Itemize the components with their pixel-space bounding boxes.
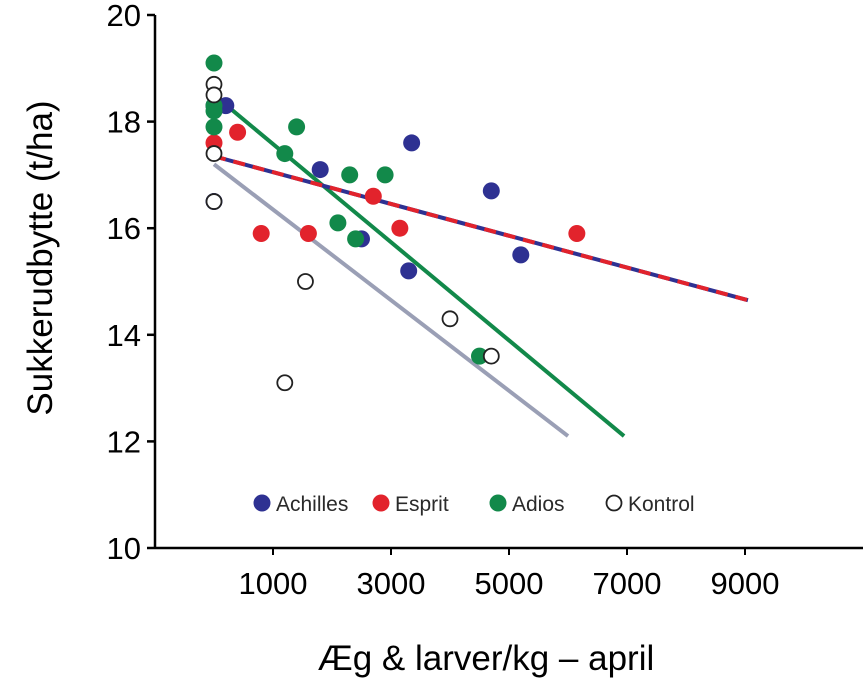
- point-achilles: [311, 161, 329, 179]
- point-kontrol: [441, 310, 459, 328]
- point-adios: [347, 230, 365, 248]
- point-kontrol: [276, 374, 294, 392]
- y-tick-label: 10: [107, 531, 141, 566]
- legend-label-adios: Adios: [512, 493, 565, 516]
- trend-line-kontrol: [212, 162, 570, 438]
- point-adios: [376, 166, 394, 184]
- x-tick-label: 5000: [475, 566, 544, 601]
- point-adios: [205, 54, 223, 72]
- legend-marker-adios: [489, 494, 507, 512]
- point-esprit: [568, 225, 586, 243]
- point-adios: [205, 118, 223, 136]
- y-axis-title: Sukkerudbytte (t/ha): [21, 100, 60, 415]
- x-axis-title: Æg & larver/kg – april: [318, 639, 655, 678]
- point-esprit: [364, 187, 382, 205]
- point-esprit: [391, 219, 409, 237]
- x-tick-label: 1000: [239, 566, 308, 601]
- x-tick-label: 3000: [357, 566, 426, 601]
- point-kontrol: [482, 347, 500, 365]
- point-kontrol: [205, 145, 223, 162]
- trend-line-dashed: [213, 154, 749, 303]
- legend: Achilles Esprit Adios Kontrol: [253, 493, 695, 516]
- legend-label-achilles: Achilles: [276, 493, 348, 516]
- point-achilles: [403, 134, 421, 152]
- point-adios: [205, 102, 223, 120]
- legend-marker-achilles: [253, 494, 271, 512]
- data-points: [205, 54, 586, 392]
- point-achilles: [400, 262, 418, 280]
- x-tick-label: 9000: [711, 566, 780, 601]
- legend-marker-esprit: [372, 494, 390, 512]
- legend-marker-kontrol: [605, 494, 623, 512]
- point-achilles: [512, 246, 530, 264]
- point-adios: [341, 166, 359, 184]
- point-kontrol: [297, 273, 314, 290]
- point-esprit: [299, 225, 317, 243]
- point-kontrol: [205, 193, 223, 210]
- point-achilles: [482, 182, 500, 200]
- point-esprit: [229, 123, 247, 141]
- legend-label-kontrol: Kontrol: [628, 493, 695, 516]
- legend-label-esprit: Esprit: [395, 493, 449, 516]
- point-adios: [288, 118, 306, 136]
- y-tick-label: 12: [107, 424, 141, 459]
- y-tick-label: 20: [107, 0, 141, 33]
- point-adios: [329, 214, 347, 232]
- point-kontrol: [205, 86, 223, 104]
- point-adios: [471, 347, 488, 365]
- point-adios: [276, 145, 294, 163]
- x-tick-label: 7000: [593, 566, 662, 601]
- y-tick-label: 14: [107, 318, 141, 353]
- y-tick-label: 18: [107, 105, 141, 140]
- tick-marks: 10 12 14 16 18 20 1000 3000 5000 7000 9000: [107, 0, 780, 601]
- point-esprit: [252, 225, 270, 243]
- y-tick-label: 16: [107, 211, 141, 246]
